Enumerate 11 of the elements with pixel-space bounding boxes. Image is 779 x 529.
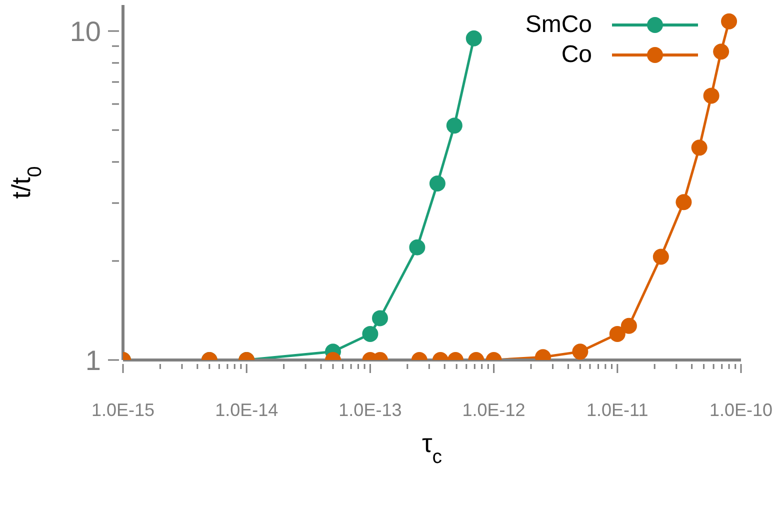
x-tick-label: 1.0E-14 (215, 400, 278, 420)
x-tick-label: 1.0E-11 (586, 400, 648, 420)
x-tick-label: 1.0E-12 (462, 400, 526, 420)
x-tick-label: 1.0E-10 (709, 400, 773, 420)
x-tick-label: 1.0E-15 (91, 400, 155, 420)
x-tick-label: 1.0E-13 (338, 400, 402, 420)
y-tick-label: 1 (85, 345, 101, 376)
legend-label: Co (561, 41, 592, 69)
y-tick-label: 10 (70, 16, 101, 48)
legend-label: SmCo (525, 11, 592, 39)
x-axis-title: τ$_{c}$ (422, 428, 442, 468)
